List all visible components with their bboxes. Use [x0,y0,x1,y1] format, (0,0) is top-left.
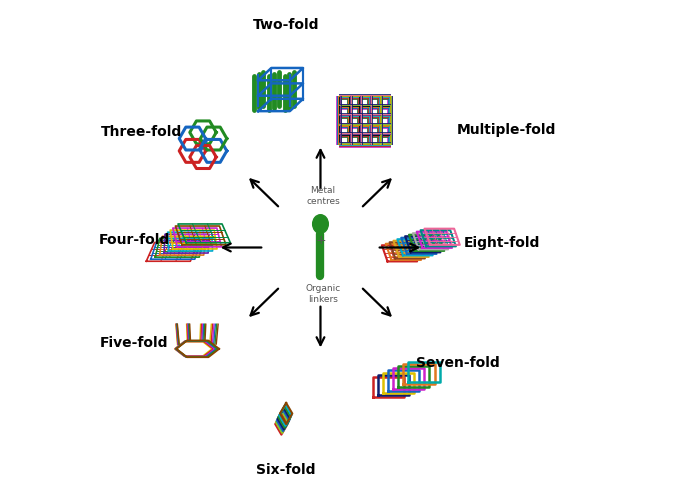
Text: Metal
centres: Metal centres [306,187,340,206]
Text: Five-fold: Five-fold [100,336,169,350]
Text: +: + [315,234,326,247]
Text: Six-fold: Six-fold [256,463,316,477]
Text: Eight-fold: Eight-fold [463,236,540,249]
Text: Seven-fold: Seven-fold [416,355,499,370]
Text: Organic
linkers: Organic linkers [306,284,340,303]
Text: Multiple-fold: Multiple-fold [457,123,556,137]
Text: Two-fold: Two-fold [253,18,319,32]
Ellipse shape [312,215,328,233]
Text: Three-fold: Three-fold [101,125,182,140]
Text: Four-fold: Four-fold [99,233,170,247]
